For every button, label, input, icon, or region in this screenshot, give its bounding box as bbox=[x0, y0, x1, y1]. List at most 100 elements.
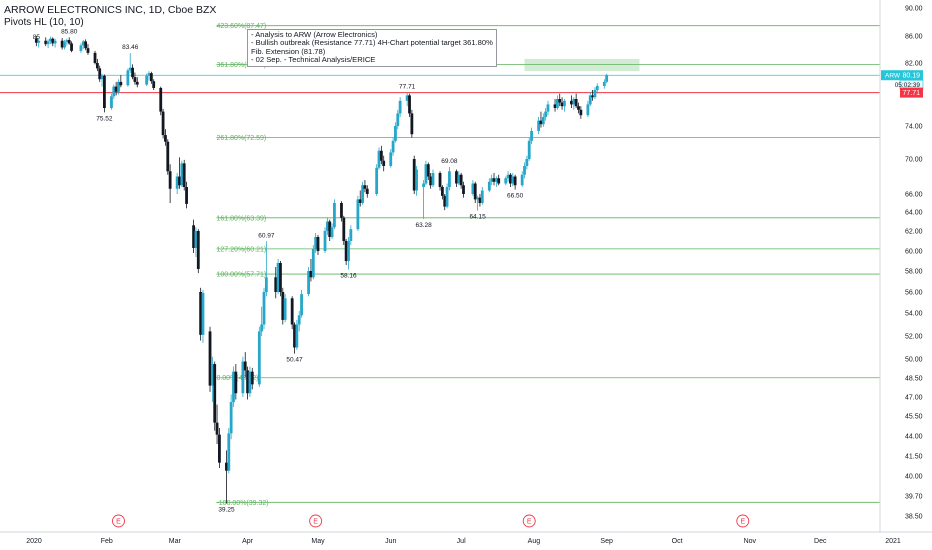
candle-body[interactable] bbox=[131, 67, 134, 78]
candle-body[interactable] bbox=[65, 40, 69, 43]
candle-body[interactable] bbox=[185, 187, 188, 204]
candle-body[interactable] bbox=[506, 174, 510, 179]
candle-body[interactable] bbox=[37, 40, 41, 43]
candle-body[interactable] bbox=[347, 241, 350, 261]
candle-body[interactable] bbox=[523, 166, 526, 175]
candle-body[interactable] bbox=[591, 95, 594, 98]
candle-body[interactable] bbox=[246, 370, 249, 394]
candle-body[interactable] bbox=[276, 263, 280, 292]
resistance-tag[interactable]: 77.71 bbox=[900, 87, 923, 98]
candle-body[interactable] bbox=[44, 40, 48, 45]
candle-body[interactable] bbox=[497, 178, 501, 184]
candle-body[interactable] bbox=[218, 434, 221, 463]
candle-body[interactable] bbox=[325, 221, 329, 232]
earnings-marker[interactable]: E bbox=[309, 514, 323, 528]
candle-body[interactable] bbox=[79, 45, 83, 51]
candle-body[interactable] bbox=[215, 422, 219, 435]
candle-body[interactable] bbox=[316, 237, 320, 251]
candle-body[interactable] bbox=[175, 176, 179, 189]
candle-body[interactable] bbox=[593, 90, 597, 98]
candle-body[interactable] bbox=[295, 324, 299, 348]
candle-body[interactable] bbox=[208, 331, 212, 386]
candle-body[interactable] bbox=[445, 187, 449, 207]
candle-body[interactable] bbox=[149, 73, 153, 82]
candle-body[interactable] bbox=[225, 462, 228, 471]
time-axis[interactable]: 2020 Feb Mar Apr May Jun Jul Aug Sep Oct Nov Dec 202… bbox=[0, 531, 932, 545]
candle-body[interactable] bbox=[492, 178, 496, 182]
candle-body[interactable] bbox=[283, 298, 287, 320]
candle-body[interactable] bbox=[422, 183, 426, 188]
candle-body[interactable] bbox=[100, 75, 104, 80]
candle-body[interactable] bbox=[126, 70, 130, 86]
candle-body[interactable] bbox=[356, 199, 360, 230]
candle-body[interactable] bbox=[243, 361, 247, 371]
candle-body[interactable] bbox=[328, 221, 332, 238]
candle-body[interactable] bbox=[412, 159, 416, 191]
indicator-label[interactable]: Pivots HL (10, 10) bbox=[4, 17, 84, 28]
candle-body[interactable] bbox=[196, 231, 200, 269]
candle-body[interactable] bbox=[210, 364, 214, 386]
candle-body[interactable] bbox=[553, 104, 557, 108]
candle-body[interactable] bbox=[457, 174, 461, 184]
candle-body[interactable] bbox=[544, 111, 548, 117]
candle-body[interactable] bbox=[307, 271, 310, 295]
candle-body[interactable] bbox=[241, 361, 245, 394]
candle-body[interactable] bbox=[438, 173, 442, 187]
candle-body[interactable] bbox=[537, 120, 541, 131]
candle-body[interactable] bbox=[588, 95, 592, 105]
candle-body[interactable] bbox=[164, 135, 167, 142]
candle-body[interactable] bbox=[476, 197, 479, 200]
candle-body[interactable] bbox=[152, 81, 156, 88]
candle-body[interactable] bbox=[93, 52, 97, 63]
candle-body[interactable] bbox=[473, 183, 477, 200]
analysis-note[interactable]: - Analysis to ARW (Arrow Electronics) - … bbox=[247, 29, 497, 67]
candle-body[interactable] bbox=[213, 364, 217, 423]
candle-body[interactable] bbox=[86, 48, 90, 53]
candle-body[interactable] bbox=[98, 68, 102, 80]
candle-body[interactable] bbox=[128, 67, 132, 71]
target-zone-box[interactable] bbox=[524, 58, 640, 72]
candle-body[interactable] bbox=[260, 324, 264, 332]
candle-body[interactable] bbox=[70, 43, 73, 51]
candle-body[interactable] bbox=[234, 371, 238, 394]
candle-body[interactable] bbox=[229, 402, 233, 434]
candle-body[interactable] bbox=[504, 178, 508, 184]
candle-body[interactable] bbox=[342, 217, 346, 241]
candle-body[interactable] bbox=[281, 292, 285, 320]
candle-body[interactable] bbox=[166, 141, 170, 172]
candle-body[interactable] bbox=[135, 81, 139, 85]
candle-body[interactable] bbox=[389, 152, 393, 166]
candle-body[interactable] bbox=[297, 315, 301, 325]
candle-body[interactable] bbox=[168, 171, 172, 189]
candle-body[interactable] bbox=[574, 99, 578, 107]
candle-body[interactable] bbox=[396, 113, 400, 126]
candle-body[interactable] bbox=[558, 99, 562, 103]
candle-body[interactable] bbox=[605, 75, 609, 82]
candle-body[interactable] bbox=[398, 100, 402, 114]
candle-body[interactable] bbox=[426, 164, 430, 177]
candle-body[interactable] bbox=[424, 164, 428, 184]
candle-body[interactable] bbox=[133, 77, 137, 82]
candle-body[interactable] bbox=[595, 85, 599, 90]
candle-body[interactable] bbox=[60, 40, 64, 48]
candle-body[interactable] bbox=[330, 227, 334, 237]
candle-body[interactable] bbox=[178, 176, 181, 186]
candle-body[interactable] bbox=[443, 195, 447, 207]
candle-body[interactable] bbox=[579, 109, 583, 116]
candle-body[interactable] bbox=[570, 100, 573, 105]
candle-body[interactable] bbox=[358, 199, 362, 203]
candle-body[interactable] bbox=[344, 241, 348, 261]
candle-body[interactable] bbox=[546, 104, 550, 112]
candle-body[interactable] bbox=[572, 99, 576, 105]
candle-body[interactable] bbox=[194, 231, 198, 248]
candle-body[interactable] bbox=[527, 140, 531, 159]
candle-body[interactable] bbox=[49, 38, 52, 42]
candle-body[interactable] bbox=[119, 81, 123, 86]
candle-body[interactable] bbox=[257, 331, 261, 385]
candle-body[interactable] bbox=[323, 231, 327, 251]
candle-body[interactable] bbox=[250, 371, 254, 385]
candle-body[interactable] bbox=[408, 95, 411, 114]
candle-body[interactable] bbox=[530, 130, 533, 141]
candle-body[interactable] bbox=[63, 42, 66, 48]
candle-body[interactable] bbox=[300, 294, 303, 316]
